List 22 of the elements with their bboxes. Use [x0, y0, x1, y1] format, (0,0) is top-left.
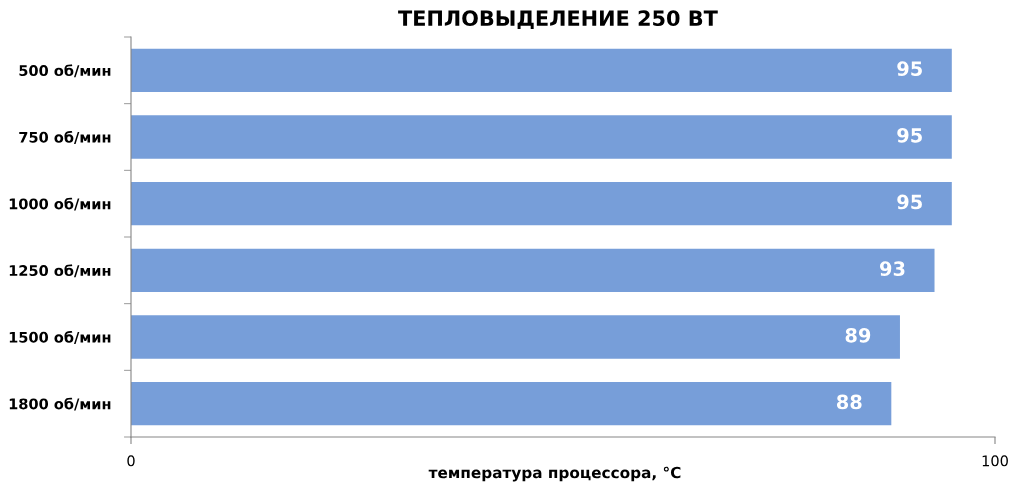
bar: [131, 315, 900, 359]
bar: [131, 382, 892, 426]
y-tick-label: 1000 об/мин: [9, 197, 111, 211]
y-tick-label: 1800 об/мин: [9, 397, 111, 411]
x-tick-label: 100: [982, 455, 1008, 467]
data-label: 93: [879, 261, 905, 276]
bar: [131, 248, 935, 292]
y-tick-label: 1500 об/мин: [9, 330, 111, 344]
y-tick-label: 1250 об/мин: [9, 264, 111, 278]
bar: [131, 115, 952, 159]
data-label: 95: [897, 127, 922, 143]
bar: [131, 182, 952, 226]
bar: [131, 48, 952, 92]
data-label: 95: [897, 194, 922, 210]
x-tick-label: 0: [127, 455, 135, 467]
chart-title: ТЕПЛОВЫДЕЛЕНИЕ 250 ВТ: [398, 10, 718, 30]
data-label: 89: [845, 327, 871, 343]
y-tick-label: 750 об/мин: [19, 130, 111, 144]
y-tick-label: 500 об/мин: [19, 64, 111, 78]
data-label: 95: [897, 61, 922, 76]
data-label: 88: [836, 394, 862, 410]
x-axis-title: температура процессора, °C: [428, 466, 681, 482]
